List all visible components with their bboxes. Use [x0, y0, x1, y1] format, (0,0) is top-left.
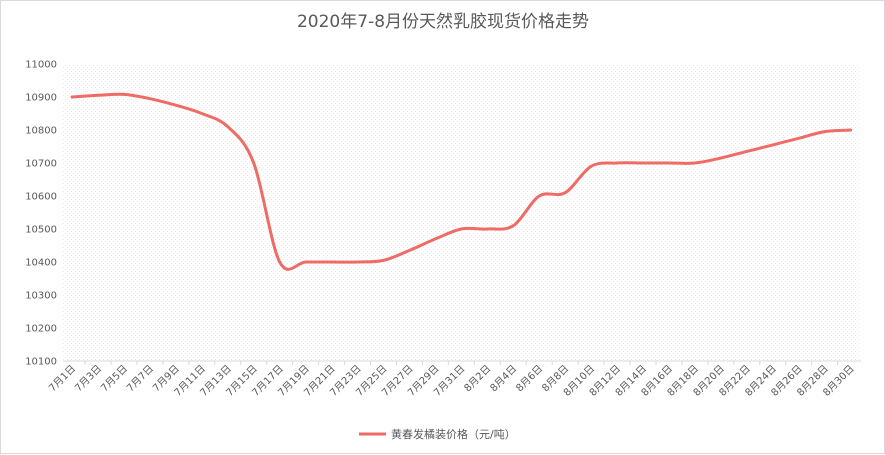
- chart-title: 2020年7-8月份天然乳胶现货价格走势: [297, 12, 589, 32]
- x-tick-label: 8月6日: [514, 363, 546, 395]
- legend: 黄春发橘装价格（元/吨）: [359, 427, 516, 441]
- y-tick-label: 10700: [25, 159, 57, 170]
- series-layer: [70, 92, 853, 271]
- series-line: [70, 92, 853, 271]
- y-tick-label: 10400: [25, 258, 57, 269]
- x-tick-label: 8月2日: [462, 363, 494, 395]
- y-tick-label: 10500: [25, 225, 57, 236]
- y-tick-label: 10100: [25, 357, 57, 368]
- plot-area: [63, 64, 861, 361]
- y-axis: 10100 10200 10300 10400 10500 10600 10700 10800…: [25, 60, 861, 368]
- legend-label: 黄春发橘装价格（元/吨）: [391, 427, 516, 441]
- x-tick-label: 8月4日: [488, 363, 520, 395]
- x-tick-label: 7月3日: [73, 363, 105, 395]
- y-tick-label: 10900: [25, 93, 57, 104]
- y-tick-label: 10800: [25, 126, 57, 137]
- x-tick-label: 7月5日: [98, 363, 130, 395]
- y-tick-label: 10600: [25, 192, 57, 203]
- y-tick-label: 11000: [25, 60, 57, 71]
- y-tick-label: 10200: [25, 324, 57, 335]
- x-axis: 7月1日7月3日7月5日7月7日7月9日7月11日7月13日7月15日7月17日…: [47, 361, 857, 399]
- x-tick-label: 7月7日: [124, 363, 156, 395]
- y-tick-label: 10300: [25, 291, 57, 302]
